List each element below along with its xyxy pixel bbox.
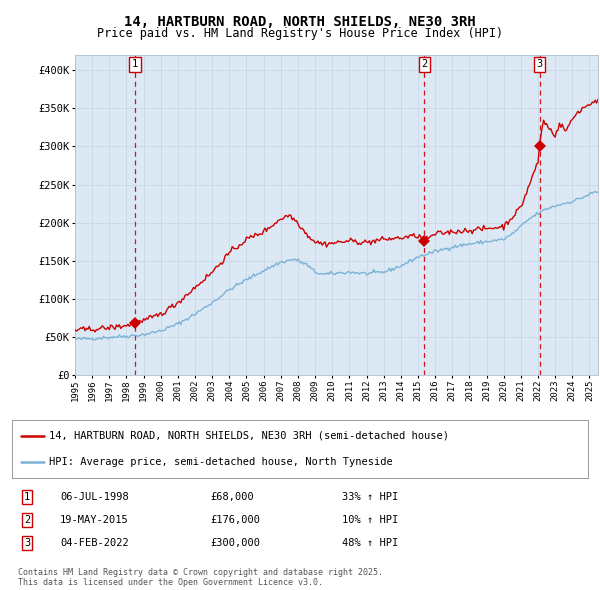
Text: 33% ↑ HPI: 33% ↑ HPI: [342, 492, 398, 502]
Text: 10% ↑ HPI: 10% ↑ HPI: [342, 515, 398, 525]
Text: 3: 3: [536, 59, 542, 69]
Text: 2: 2: [421, 59, 428, 69]
Text: 2: 2: [24, 515, 30, 525]
Text: 48% ↑ HPI: 48% ↑ HPI: [342, 538, 398, 548]
Text: 3: 3: [24, 538, 30, 548]
Text: £176,000: £176,000: [210, 515, 260, 525]
Text: £68,000: £68,000: [210, 492, 254, 502]
Text: Contains HM Land Registry data © Crown copyright and database right 2025.: Contains HM Land Registry data © Crown c…: [18, 568, 383, 577]
Text: 19-MAY-2015: 19-MAY-2015: [60, 515, 129, 525]
Text: £300,000: £300,000: [210, 538, 260, 548]
Text: 1: 1: [132, 59, 139, 69]
Text: 14, HARTBURN ROAD, NORTH SHIELDS, NE30 3RH: 14, HARTBURN ROAD, NORTH SHIELDS, NE30 3…: [124, 15, 476, 29]
Text: This data is licensed under the Open Government Licence v3.0.: This data is licensed under the Open Gov…: [18, 578, 323, 587]
Text: Price paid vs. HM Land Registry's House Price Index (HPI): Price paid vs. HM Land Registry's House …: [97, 27, 503, 40]
Text: HPI: Average price, semi-detached house, North Tyneside: HPI: Average price, semi-detached house,…: [49, 457, 393, 467]
Text: 14, HARTBURN ROAD, NORTH SHIELDS, NE30 3RH (semi-detached house): 14, HARTBURN ROAD, NORTH SHIELDS, NE30 3…: [49, 431, 449, 441]
Text: 04-FEB-2022: 04-FEB-2022: [60, 538, 129, 548]
Text: 1: 1: [24, 492, 30, 502]
Text: 06-JUL-1998: 06-JUL-1998: [60, 492, 129, 502]
